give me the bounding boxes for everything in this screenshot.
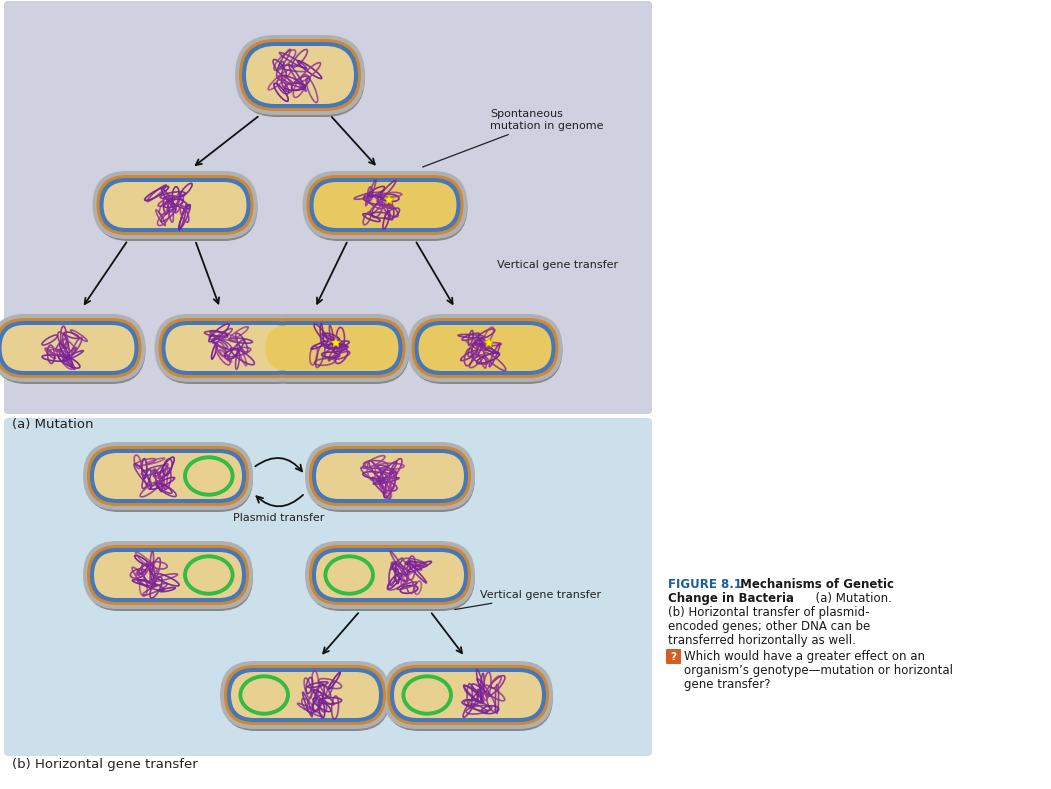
FancyBboxPatch shape: [157, 317, 309, 384]
FancyBboxPatch shape: [94, 453, 242, 499]
FancyBboxPatch shape: [383, 661, 553, 729]
FancyBboxPatch shape: [309, 446, 471, 506]
FancyBboxPatch shape: [95, 174, 257, 241]
FancyBboxPatch shape: [236, 38, 365, 117]
FancyBboxPatch shape: [418, 325, 552, 371]
Text: (a) Mutation: (a) Mutation: [12, 418, 94, 431]
FancyBboxPatch shape: [90, 449, 246, 503]
FancyBboxPatch shape: [239, 39, 360, 111]
FancyBboxPatch shape: [4, 418, 652, 756]
Text: Which would have a greater effect on an: Which would have a greater effect on an: [684, 650, 925, 663]
FancyBboxPatch shape: [266, 325, 398, 371]
FancyBboxPatch shape: [1, 325, 135, 371]
FancyBboxPatch shape: [387, 665, 549, 725]
FancyBboxPatch shape: [103, 182, 247, 228]
FancyBboxPatch shape: [94, 552, 242, 598]
FancyBboxPatch shape: [0, 317, 145, 384]
FancyBboxPatch shape: [231, 672, 379, 718]
Text: FIGURE 8.1: FIGURE 8.1: [668, 578, 742, 591]
FancyBboxPatch shape: [222, 664, 390, 731]
FancyBboxPatch shape: [390, 668, 547, 722]
Ellipse shape: [183, 555, 234, 596]
FancyBboxPatch shape: [165, 325, 298, 371]
FancyBboxPatch shape: [307, 175, 463, 235]
FancyBboxPatch shape: [87, 446, 249, 506]
Text: organism’s genotype—mutation or horizontal: organism’s genotype—mutation or horizont…: [684, 664, 953, 677]
FancyBboxPatch shape: [305, 174, 468, 241]
FancyBboxPatch shape: [410, 317, 562, 384]
FancyBboxPatch shape: [83, 442, 253, 510]
FancyBboxPatch shape: [259, 318, 406, 378]
FancyBboxPatch shape: [100, 178, 250, 232]
Text: Spontaneous
mutation in genome: Spontaneous mutation in genome: [423, 109, 603, 167]
Text: ?: ?: [671, 652, 677, 661]
Polygon shape: [385, 195, 394, 204]
Text: transferred horizontally as well.: transferred horizontally as well.: [668, 634, 856, 647]
FancyBboxPatch shape: [309, 545, 471, 605]
FancyBboxPatch shape: [254, 314, 410, 382]
FancyBboxPatch shape: [303, 171, 468, 239]
Text: Mechanisms of Genetic: Mechanisms of Genetic: [736, 578, 894, 591]
FancyBboxPatch shape: [313, 182, 456, 228]
Polygon shape: [331, 338, 341, 347]
Text: gene transfer?: gene transfer?: [684, 678, 770, 691]
FancyBboxPatch shape: [412, 318, 558, 378]
Polygon shape: [485, 338, 494, 347]
Text: (a) Mutation.: (a) Mutation.: [808, 592, 892, 605]
FancyBboxPatch shape: [224, 665, 386, 725]
FancyBboxPatch shape: [312, 449, 468, 503]
Ellipse shape: [183, 455, 234, 497]
FancyBboxPatch shape: [87, 545, 249, 605]
FancyBboxPatch shape: [235, 35, 365, 115]
FancyBboxPatch shape: [385, 664, 553, 731]
FancyBboxPatch shape: [154, 314, 309, 382]
Text: Plasmid transfer: Plasmid transfer: [233, 513, 325, 523]
FancyBboxPatch shape: [316, 453, 463, 499]
Text: Vertical gene transfer: Vertical gene transfer: [497, 260, 618, 270]
FancyBboxPatch shape: [0, 321, 139, 375]
FancyBboxPatch shape: [262, 321, 403, 375]
Text: Change in Bacteria: Change in Bacteria: [668, 592, 794, 605]
FancyBboxPatch shape: [0, 318, 142, 378]
FancyBboxPatch shape: [305, 442, 475, 510]
Ellipse shape: [401, 675, 453, 716]
Ellipse shape: [324, 555, 375, 596]
FancyBboxPatch shape: [159, 318, 306, 378]
FancyBboxPatch shape: [4, 1, 652, 414]
FancyBboxPatch shape: [666, 649, 681, 664]
FancyBboxPatch shape: [307, 544, 475, 611]
Text: encoded genes; other DNA can be: encoded genes; other DNA can be: [668, 620, 870, 633]
FancyBboxPatch shape: [246, 46, 354, 104]
FancyBboxPatch shape: [256, 317, 410, 384]
FancyBboxPatch shape: [92, 171, 257, 239]
Text: (b) Horizontal gene transfer: (b) Horizontal gene transfer: [12, 758, 198, 771]
FancyBboxPatch shape: [227, 668, 383, 722]
FancyBboxPatch shape: [90, 548, 246, 602]
Text: (b) Horizontal transfer of plasmid-: (b) Horizontal transfer of plasmid-: [668, 606, 869, 619]
FancyBboxPatch shape: [305, 541, 475, 609]
FancyBboxPatch shape: [307, 445, 475, 512]
FancyBboxPatch shape: [97, 175, 253, 235]
FancyBboxPatch shape: [85, 544, 253, 611]
FancyBboxPatch shape: [85, 445, 253, 512]
FancyBboxPatch shape: [414, 321, 556, 375]
FancyBboxPatch shape: [394, 672, 542, 718]
FancyBboxPatch shape: [309, 178, 460, 232]
Text: Vertical gene transfer: Vertical gene transfer: [455, 590, 601, 610]
FancyBboxPatch shape: [312, 548, 468, 602]
FancyBboxPatch shape: [242, 42, 358, 108]
FancyBboxPatch shape: [0, 314, 145, 382]
FancyBboxPatch shape: [83, 541, 253, 609]
FancyBboxPatch shape: [220, 661, 390, 729]
FancyBboxPatch shape: [408, 314, 562, 382]
Ellipse shape: [239, 675, 290, 716]
FancyBboxPatch shape: [316, 552, 463, 598]
FancyBboxPatch shape: [162, 321, 303, 375]
